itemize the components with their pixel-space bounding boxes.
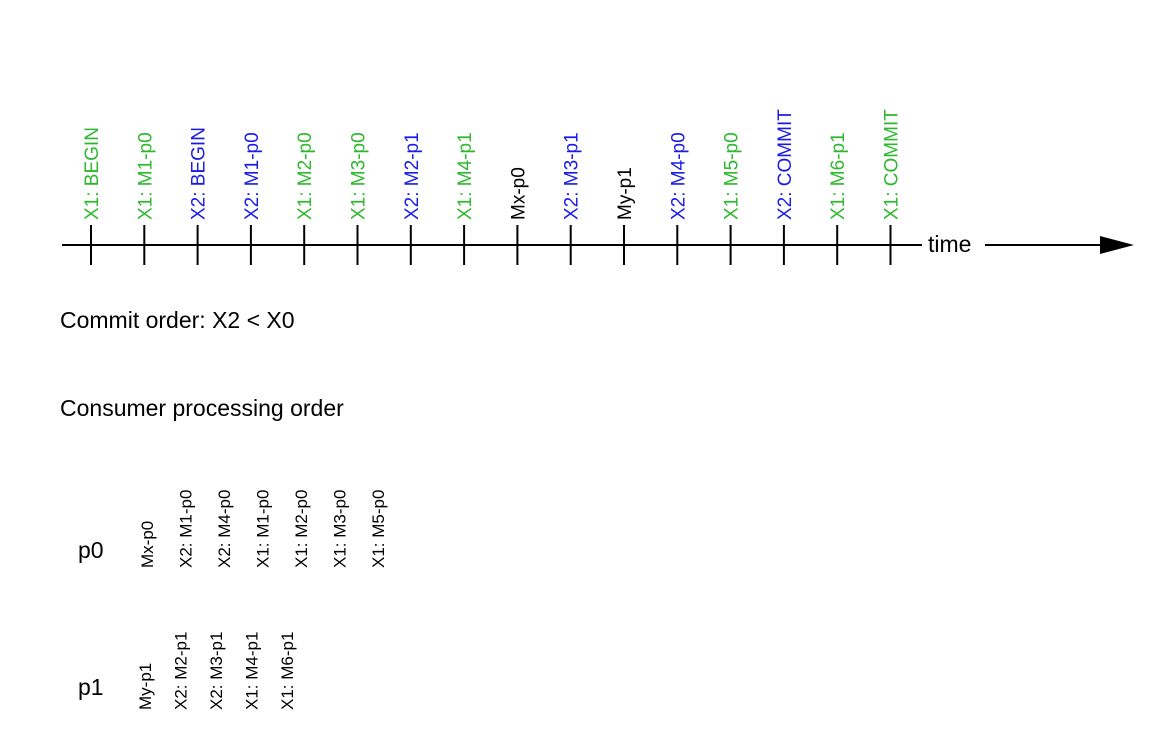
- timeline-event-label: X1: M3-p0: [349, 132, 370, 220]
- queue-item-label: X2: M3-p1: [207, 632, 226, 710]
- time-arrow-head: [1100, 236, 1134, 254]
- timeline-event-label: My-p1: [615, 167, 636, 220]
- queue-item-label: X1: M2-p0: [292, 490, 311, 568]
- timeline-event-label: X1: M4-p1: [455, 132, 476, 220]
- timeline-event-label: X1: M2-p0: [295, 132, 316, 220]
- timeline-event-label: X2: M1-p0: [242, 132, 263, 220]
- partition-p1-label: p1: [78, 674, 104, 700]
- commit-order-caption: Commit order: X2 < X0: [60, 307, 295, 333]
- timeline-event-label: X2: COMMIT: [775, 109, 796, 220]
- queue-item-label: X1: M3-p0: [331, 490, 350, 568]
- queue-item-label: Mx-p0: [138, 521, 157, 568]
- queue-item-label: X1: M4-p1: [243, 632, 262, 710]
- queue-item-label: X1: M5-p0: [369, 490, 388, 568]
- timeline-event-label: X2: M4-p0: [668, 132, 689, 220]
- queue-item-label: My-p1: [136, 663, 155, 710]
- timeline-event-label: X1: M6-p1: [828, 132, 849, 220]
- queue-item-label: X1: M6-p1: [278, 632, 297, 710]
- queue-item-label: X2: M1-p0: [177, 490, 196, 568]
- timeline-event-label: X1: M5-p0: [722, 132, 743, 220]
- timeline-event-label: X1: BEGIN: [82, 127, 103, 220]
- partition-p0-label: p0: [78, 537, 104, 563]
- timeline-event-label: X1: M1-p0: [135, 132, 156, 220]
- queue-item-label: X2: M4-p0: [215, 490, 234, 568]
- queue-item-label: X1: M1-p0: [254, 490, 273, 568]
- timeline-event-label: X1: COMMIT: [882, 109, 903, 220]
- timeline-event-label: Mx-p0: [508, 167, 529, 220]
- time-axis-label: time: [928, 231, 972, 257]
- queue-item-label: X2: M2-p1: [172, 632, 191, 710]
- timeline-event-label: X2: M2-p1: [402, 132, 423, 220]
- timeline-event-label: X2: BEGIN: [189, 127, 210, 220]
- consumer-processing-title: Consumer processing order: [60, 395, 344, 421]
- timeline-event-label: X2: M3-p1: [562, 132, 583, 220]
